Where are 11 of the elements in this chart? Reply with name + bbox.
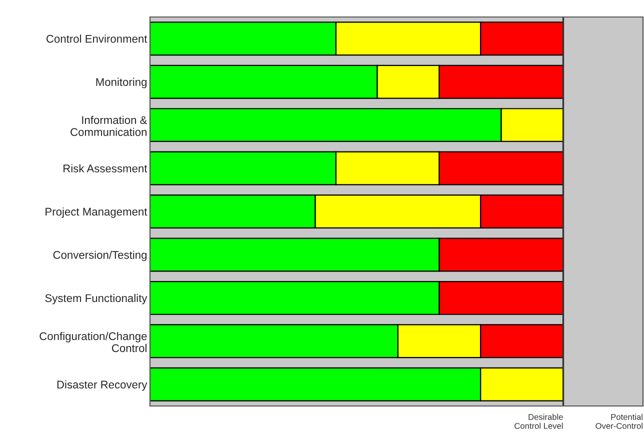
y-tick-label: Control Environment <box>46 34 148 43</box>
y-tick-label: Project Management <box>46 207 148 218</box>
y-tick-label: Risk Assessment <box>64 164 148 172</box>
y-tick-label: Information & Communication <box>70 116 148 136</box>
y-tick-label: Conversion/Testing <box>53 250 147 262</box>
y-tick-label: System Functionality <box>45 294 148 304</box>
y-tick-label: Monitoring <box>96 78 147 88</box>
y-tick-label: Configuration/Change Control <box>40 332 147 352</box>
y-tick-label: Disaster Recovery <box>57 380 148 391</box>
ref-line-label: Desirable Control Level <box>514 414 563 429</box>
text: Potential Over-Control <box>596 414 642 429</box>
